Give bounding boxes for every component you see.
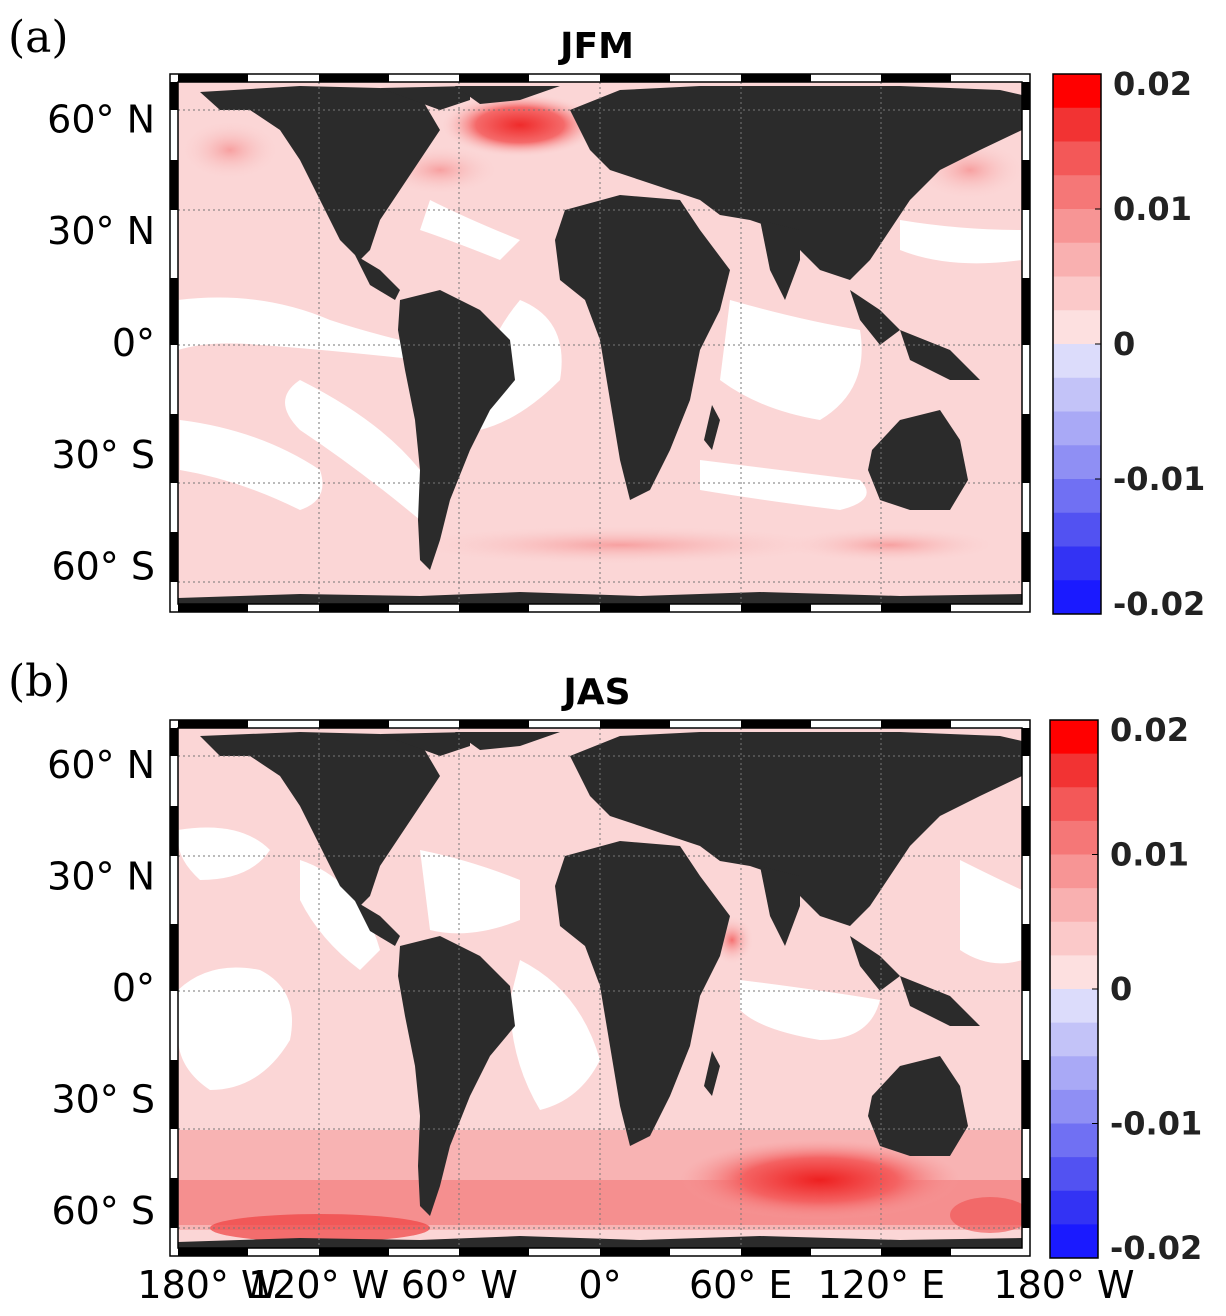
land-b — [178, 732, 1022, 1248]
x-tick-label: 60° E — [689, 1263, 792, 1307]
colorbar-tick-label: 0.02 — [1113, 65, 1192, 103]
colorbar-swatch — [1050, 820, 1098, 855]
y-tick-labels-a: 60° N 30° N 0° 30° S 60° S — [47, 97, 155, 588]
x-tick-label: 60° W — [401, 1263, 518, 1307]
x-tick-label: 120° W — [248, 1263, 389, 1307]
y-tick-label: 60° S — [51, 545, 155, 589]
x-tick-label: 120° E — [818, 1263, 946, 1307]
colorbar-swatch — [1053, 445, 1101, 480]
colorbar-swatch — [1053, 107, 1101, 142]
colorbar-a: 0.02 0.01 0 -0.01 -0.02 — [1052, 65, 1205, 623]
colorbar-tick-label: -0.01 — [1110, 1105, 1202, 1143]
panel-letter-b: (b) — [8, 656, 71, 707]
near-zero-patches-b — [178, 827, 1022, 1110]
graticule-a — [178, 82, 1022, 604]
y-tick-label: 0° — [112, 321, 155, 365]
map-frame-a — [169, 73, 1031, 613]
y-tick-label: 60° N — [47, 743, 155, 787]
colorbar-tick-label: 0 — [1110, 970, 1132, 1008]
graticule-b — [178, 728, 1022, 1248]
band-southern-ocean-a — [400, 525, 840, 565]
land-a — [178, 86, 1022, 604]
near-zero-patches-a — [178, 200, 1022, 520]
colorbar-swatch — [1053, 580, 1101, 615]
colorbar-swatch — [1050, 1056, 1098, 1091]
y-tick-labels-b: 60° N 30° N 0° 30° S 60° S — [47, 743, 155, 1233]
panel-letter-a: (a) — [8, 12, 69, 63]
colorbar-swatch — [1053, 276, 1101, 311]
y-tick-label: 0° — [112, 966, 155, 1010]
band-southern-ocean-east-a — [780, 527, 1000, 563]
colorbar-tick-label: -0.01 — [1113, 460, 1205, 498]
y-tick-label: 30° S — [51, 433, 155, 477]
x-tick-label: 0° — [578, 1263, 621, 1307]
colorbar-tick-label: 0 — [1113, 325, 1135, 363]
y-tick-label: 30° N — [47, 855, 155, 899]
colorbar-swatch — [1050, 1089, 1098, 1124]
map-area-b — [169, 719, 1031, 1257]
colorbar-tick-label: -0.02 — [1110, 1229, 1202, 1267]
y-tick-label: 60° S — [51, 1189, 155, 1233]
colorbar-swatch — [1053, 512, 1101, 547]
colorbar-swatch — [1050, 854, 1098, 889]
colorbar-swatch — [1053, 546, 1101, 581]
colorbar-tick-label: 0.01 — [1110, 836, 1189, 874]
hotspot-north-atlantic-a — [440, 93, 600, 157]
colorbar-swatch — [1053, 411, 1101, 446]
colorbar-tick-label: -0.02 — [1113, 585, 1205, 623]
colorbar-swatch — [1053, 344, 1101, 379]
x-tick-label: 180° W — [137, 1263, 278, 1307]
panel-title-jas: JAS — [560, 672, 630, 713]
colorbar-swatch — [1050, 753, 1098, 788]
colorbar-swatch — [1053, 141, 1101, 176]
colorbar-swatch — [1053, 209, 1101, 244]
y-tick-label: 30° S — [51, 1077, 155, 1121]
hotspot-ne-pacific-a — [180, 120, 280, 180]
colorbar-swatch — [1050, 1022, 1098, 1057]
colorbar-swatch — [1050, 989, 1098, 1024]
colorbar-swatch — [1050, 1157, 1098, 1192]
colorbar-swatch — [1053, 377, 1101, 412]
hotspot-south-pacific-b — [950, 1197, 1030, 1233]
colorbar-swatch — [1050, 955, 1098, 990]
colorbar-swatch — [1050, 921, 1098, 956]
colorbar-swatch — [1050, 1190, 1098, 1225]
panel-jfm: (a) JFM — [8, 12, 1205, 623]
colorbar-swatch — [1050, 888, 1098, 923]
y-tick-label: 60° N — [47, 97, 155, 141]
hotspot-south-indian-b — [680, 1140, 960, 1220]
map-area-a — [169, 73, 1031, 613]
colorbar-swatch — [1050, 1123, 1098, 1158]
colorbar-tick-label: 0.01 — [1113, 190, 1192, 228]
colorbar-swatch — [1053, 175, 1101, 210]
colorbar-swatch — [1050, 787, 1098, 822]
map-frame-b — [169, 719, 1031, 1257]
colorbar-swatch — [1050, 1224, 1098, 1259]
colorbar-tick-label: 0.02 — [1110, 711, 1189, 749]
colorbar-swatch — [1053, 479, 1101, 514]
colorbar-swatch — [1053, 310, 1101, 345]
panel-title-jfm: JFM — [557, 26, 634, 67]
colorbar-swatch — [1050, 720, 1098, 755]
colorbar-swatch — [1053, 242, 1101, 277]
colorbar-swatch — [1053, 74, 1101, 109]
colorbar-b: 0.02 0.01 0 -0.01 -0.02 — [1049, 711, 1202, 1267]
x-tick-label: 180° W — [993, 1263, 1134, 1307]
y-tick-label: 30° N — [47, 209, 155, 253]
panel-jas: (b) JAS — [8, 656, 1202, 1307]
